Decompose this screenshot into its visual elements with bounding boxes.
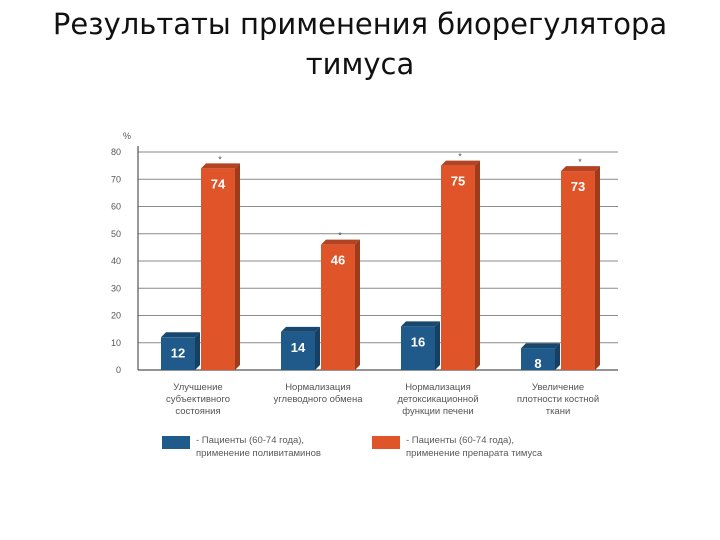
bar-side	[555, 343, 560, 370]
significance-marker: *	[458, 152, 462, 162]
bar	[521, 348, 555, 370]
bar-side	[235, 163, 240, 370]
y-tick-label: 60	[111, 202, 121, 212]
bar-value-label: 16	[411, 334, 425, 349]
bar	[441, 165, 475, 370]
legend-line: - Пациенты (60-74 года),	[196, 435, 305, 446]
y-tick-label: 20	[111, 311, 121, 321]
y-tick-label: 70	[111, 174, 121, 184]
bar-side	[435, 321, 440, 370]
y-axis-unit-label: %	[123, 131, 131, 141]
legend-line: применение поливитаминов	[196, 448, 321, 459]
y-tick-label: 10	[111, 338, 121, 348]
bar-top	[401, 321, 440, 327]
bar	[281, 331, 315, 370]
legend-label-polyvitamins: - Пациенты (60-74 года), применение поли…	[196, 434, 376, 460]
bar	[321, 244, 355, 370]
bar-top	[521, 343, 560, 349]
bar-side	[595, 166, 600, 370]
legend-label-thymus: - Пациенты (60-74 года), применение преп…	[406, 434, 606, 460]
x-category-label: состояния	[175, 406, 220, 417]
x-category-label: углеводного обмена	[274, 394, 364, 405]
y-tick-label: 80	[111, 147, 121, 157]
bar-top	[201, 163, 240, 169]
bar	[401, 326, 435, 370]
legend-item-thymus: - Пациенты (60-74 года), применение преп…	[372, 434, 606, 460]
significance-marker: *	[338, 231, 342, 241]
bar-value-label: 75	[451, 174, 465, 189]
bar-top	[321, 239, 360, 245]
bar-value-label: 12	[171, 345, 185, 360]
legend-swatch-polyvitamins	[162, 436, 190, 449]
bar-value-label: 74	[211, 176, 226, 191]
x-category-label: ткани	[546, 406, 571, 417]
y-tick-label: 50	[111, 229, 121, 239]
legend-line: применение препарата тимуса	[406, 448, 543, 459]
bar	[561, 171, 595, 370]
bar-value-label: 14	[291, 340, 306, 355]
x-category-label: плотности костной	[517, 394, 599, 405]
y-tick-label: 30	[111, 283, 121, 293]
legend-item-polyvitamins: - Пациенты (60-74 года), применение поли…	[162, 434, 376, 460]
x-category-label: Нормализация	[405, 382, 471, 393]
title-line-1: Результаты применения биорегулятора	[52, 7, 668, 41]
bar-value-label: 8	[534, 356, 541, 371]
x-category-label: детоксикационной	[397, 394, 478, 405]
significance-marker: *	[578, 157, 582, 167]
bar-top	[161, 332, 200, 338]
significance-marker: *	[218, 154, 222, 164]
title-line-2: тимуса	[305, 47, 415, 81]
page-title: Результаты применения биорегулятора тиму…	[0, 4, 720, 84]
bar-side	[195, 332, 200, 370]
bar	[201, 168, 235, 370]
bar-top	[281, 326, 320, 332]
x-category-label: Нормализация	[285, 382, 351, 393]
bar-value-label: 73	[571, 179, 585, 194]
legend-swatch-thymus	[372, 436, 400, 449]
y-tick-label: 40	[111, 256, 121, 266]
bar-side	[475, 160, 480, 370]
bar-value-label: 46	[331, 253, 345, 268]
bar-top	[441, 160, 480, 166]
x-category-label: субъективного	[166, 394, 230, 405]
legend-line: - Пациенты (60-74 года),	[406, 435, 515, 446]
bar-side	[355, 239, 360, 370]
x-category-label: Улучшение	[173, 382, 222, 393]
bar-top	[561, 166, 600, 172]
y-tick-label: 0	[116, 365, 121, 375]
x-category-label: функции печени	[402, 406, 473, 417]
x-category-label: Увеличение	[532, 382, 584, 393]
bar-side	[315, 326, 320, 370]
bar	[161, 337, 195, 370]
